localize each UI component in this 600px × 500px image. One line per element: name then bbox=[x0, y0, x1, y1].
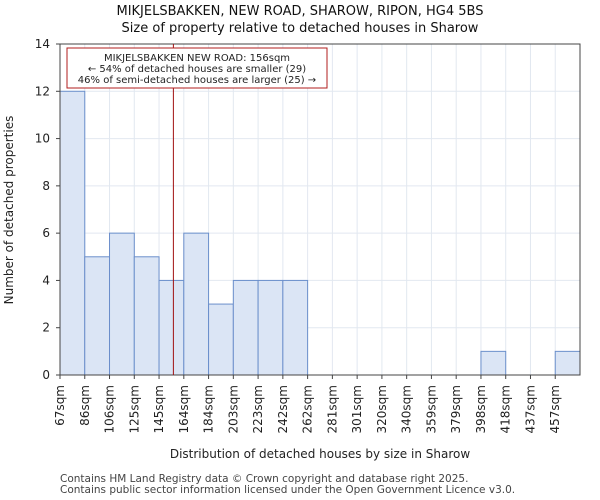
y-tick-label: 6 bbox=[42, 226, 50, 240]
y-tick-label: 2 bbox=[42, 321, 50, 335]
y-tick-label: 0 bbox=[42, 368, 50, 382]
x-tick-label: 281sqm bbox=[325, 385, 339, 433]
x-tick-label: 164sqm bbox=[177, 385, 191, 433]
x-tick-label: 398sqm bbox=[474, 385, 488, 433]
x-tick-label: 203sqm bbox=[226, 385, 240, 433]
annotation-box bbox=[66, 47, 328, 89]
x-tick-label: 359sqm bbox=[424, 385, 438, 433]
bar-67sqm bbox=[59, 90, 86, 376]
footer-licence: Contains public sector information licen… bbox=[60, 484, 516, 496]
bar-125sqm bbox=[133, 256, 160, 376]
x-tick-label: 437sqm bbox=[523, 385, 537, 433]
x-tick-label: 184sqm bbox=[202, 385, 216, 433]
bar-145sqm bbox=[158, 279, 185, 376]
y-tick-label: 12 bbox=[35, 84, 50, 98]
x-tick-label: 418sqm bbox=[499, 385, 513, 433]
y-tick-label: 8 bbox=[42, 179, 50, 193]
x-tick-label: 86sqm bbox=[78, 385, 92, 426]
x-tick-label: 301sqm bbox=[350, 385, 364, 433]
annotation-line2: ← 54% of detached houses are smaller (29… bbox=[88, 64, 306, 75]
chart-title-line2: Size of property relative to detached ho… bbox=[121, 21, 479, 36]
bar-398sqm bbox=[480, 350, 507, 376]
annotation-line1: MIKJELSBAKKEN NEW ROAD: 156sqm bbox=[104, 53, 290, 64]
y-tick-label: 4 bbox=[42, 273, 50, 287]
y-axis-label: Number of detached properties bbox=[2, 116, 16, 305]
plot-frame bbox=[59, 43, 581, 376]
bar-457sqm bbox=[554, 350, 581, 376]
y-tick-label: 10 bbox=[35, 132, 50, 146]
bar-164sqm bbox=[183, 232, 210, 376]
bar-242sqm bbox=[282, 279, 309, 376]
annotation-line3: 46% of semi-detached houses are larger (… bbox=[78, 75, 316, 86]
footer-copyright: Contains HM Land Registry data © Crown c… bbox=[60, 473, 469, 485]
bar-106sqm bbox=[109, 232, 135, 376]
bar-184sqm bbox=[208, 303, 234, 376]
x-tick-label: 262sqm bbox=[301, 385, 315, 433]
bar-223sqm bbox=[257, 279, 284, 376]
bar-86sqm bbox=[84, 256, 111, 376]
bar-203sqm bbox=[232, 279, 259, 376]
chart-title-line1: MIKJELSBAKKEN, NEW ROAD, SHAROW, RIPON, … bbox=[116, 4, 484, 19]
x-tick-label: 67sqm bbox=[53, 385, 67, 426]
axes: 0 2 4 6 8 10 12 14 67sqm 86sqm 106sqm 125sqm 145sqm 1… bbox=[35, 37, 581, 433]
x-axis-label: Distribution of detached houses by size … bbox=[170, 447, 470, 461]
x-tick-label: 379sqm bbox=[449, 385, 463, 433]
x-tick-label: 223sqm bbox=[251, 385, 265, 433]
x-tick-label: 145sqm bbox=[152, 385, 166, 433]
annotation: MIKJELSBAKKEN NEW ROAD: 156sqm ← 54% of … bbox=[66, 47, 328, 89]
x-tick-label: 125sqm bbox=[127, 385, 141, 433]
x-tick-label: 106sqm bbox=[103, 385, 117, 433]
x-tick-label: 242sqm bbox=[276, 385, 290, 433]
x-tick-label: 340sqm bbox=[400, 385, 414, 433]
y-tick-label: 14 bbox=[35, 37, 50, 51]
x-tick-label: 457sqm bbox=[548, 385, 562, 433]
x-tick-label: 320sqm bbox=[375, 385, 389, 433]
